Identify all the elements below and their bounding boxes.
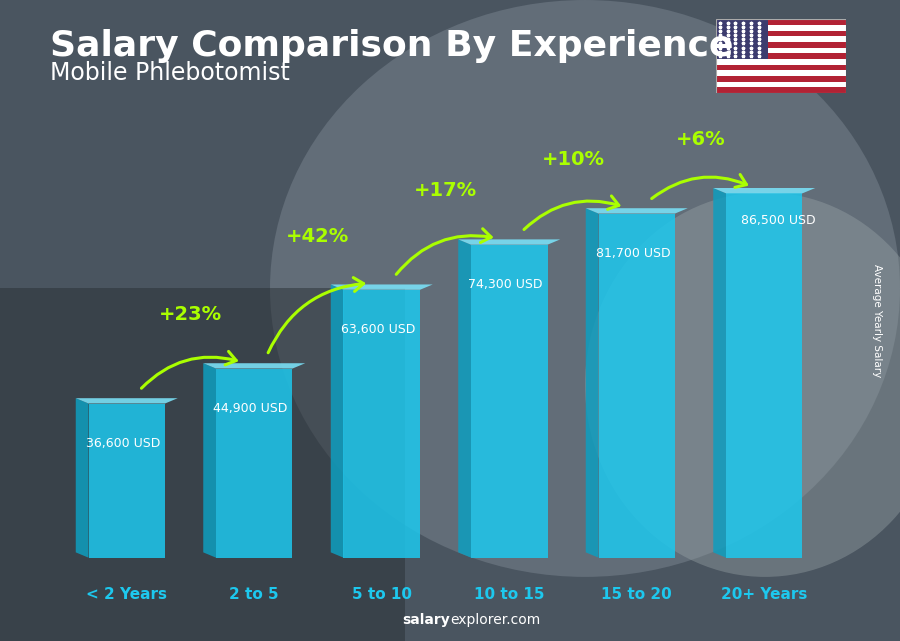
Bar — [716, 81, 846, 87]
Text: salary: salary — [402, 613, 450, 627]
FancyArrowPatch shape — [652, 174, 746, 199]
Text: +6%: +6% — [676, 130, 725, 149]
Text: 86,500 USD: 86,500 USD — [742, 214, 816, 228]
Polygon shape — [203, 363, 305, 369]
Bar — [716, 25, 846, 31]
Bar — [88, 403, 165, 558]
Bar — [716, 71, 846, 76]
Text: < 2 Years: < 2 Years — [86, 587, 167, 601]
Text: +42%: +42% — [286, 226, 349, 246]
Text: +23%: +23% — [159, 305, 222, 324]
Bar — [471, 245, 547, 558]
Text: 63,600 USD: 63,600 USD — [341, 324, 415, 337]
Bar — [598, 213, 675, 558]
Bar — [716, 31, 846, 37]
Text: 5 to 10: 5 to 10 — [352, 587, 412, 601]
Text: 15 to 20: 15 to 20 — [601, 587, 672, 601]
FancyArrowPatch shape — [141, 351, 237, 388]
Ellipse shape — [585, 192, 900, 577]
Polygon shape — [458, 239, 560, 245]
FancyArrowPatch shape — [524, 196, 619, 229]
Text: 36,600 USD: 36,600 USD — [86, 437, 160, 450]
Bar — [716, 59, 846, 65]
Text: 74,300 USD: 74,300 USD — [468, 278, 543, 292]
Polygon shape — [586, 208, 688, 213]
Bar — [716, 19, 768, 59]
Text: 81,700 USD: 81,700 USD — [596, 247, 670, 260]
Text: +10%: +10% — [542, 150, 605, 169]
Bar — [716, 37, 846, 42]
Polygon shape — [76, 398, 178, 403]
Text: explorer.com: explorer.com — [450, 613, 540, 627]
Text: Mobile Phlebotomist: Mobile Phlebotomist — [50, 61, 290, 85]
Text: 10 to 15: 10 to 15 — [474, 587, 544, 601]
Polygon shape — [713, 188, 815, 194]
Polygon shape — [586, 208, 598, 558]
Polygon shape — [76, 398, 88, 558]
Polygon shape — [330, 285, 433, 290]
Polygon shape — [458, 239, 471, 558]
Polygon shape — [330, 285, 344, 558]
Bar — [0, 288, 405, 641]
Bar — [716, 47, 846, 53]
FancyArrowPatch shape — [396, 229, 491, 274]
Text: Salary Comparison By Experience: Salary Comparison By Experience — [50, 29, 733, 63]
Bar — [216, 369, 292, 558]
Polygon shape — [203, 363, 216, 558]
Text: Average Yearly Salary: Average Yearly Salary — [872, 264, 883, 377]
Bar — [716, 19, 846, 25]
Bar — [716, 42, 846, 47]
Bar — [716, 76, 846, 81]
Text: 44,900 USD: 44,900 USD — [213, 403, 288, 415]
Bar — [716, 87, 846, 93]
Bar — [726, 194, 803, 558]
Text: 20+ Years: 20+ Years — [721, 587, 807, 601]
Bar — [716, 53, 846, 59]
Polygon shape — [713, 188, 726, 558]
FancyArrowPatch shape — [268, 278, 364, 353]
Bar — [344, 290, 420, 558]
Text: 2 to 5: 2 to 5 — [230, 587, 279, 601]
Ellipse shape — [270, 0, 900, 577]
Text: +17%: +17% — [414, 181, 477, 201]
Bar — [716, 65, 846, 71]
